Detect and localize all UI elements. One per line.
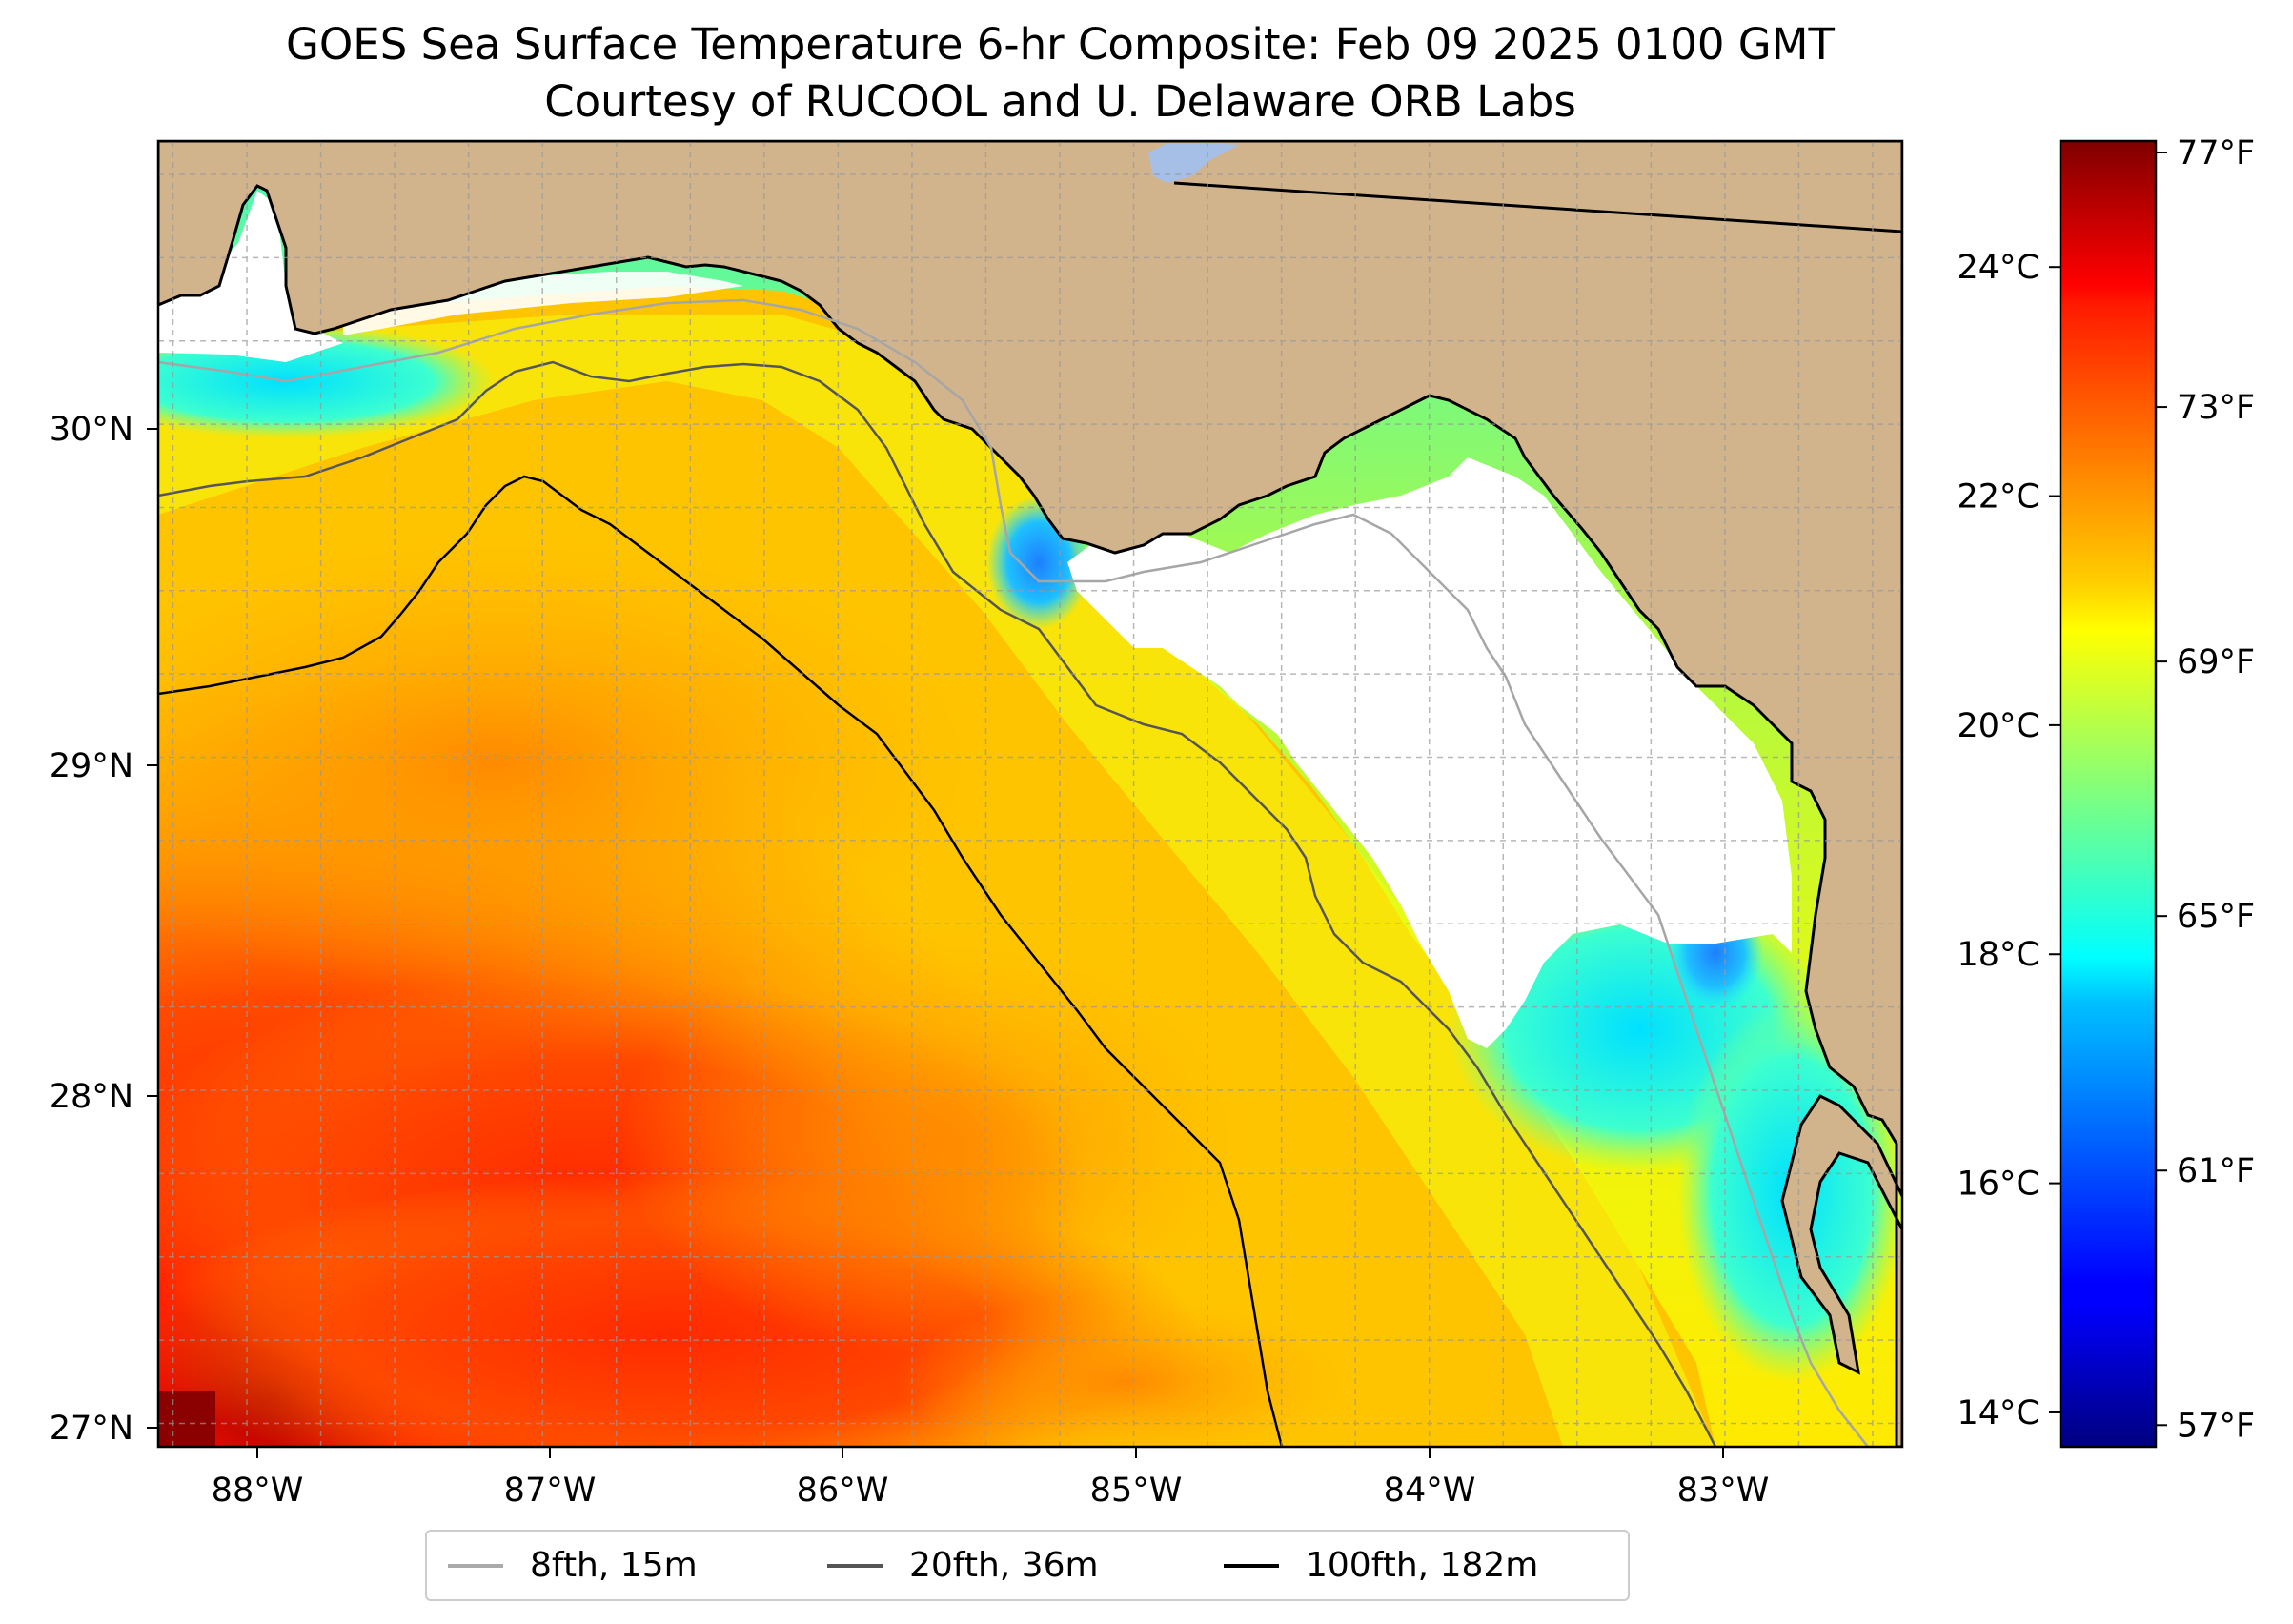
colorbar-fahrenheit-label: 65°F <box>2177 898 2255 936</box>
colorbar-celsius-ticks: 14°C 16°C 18°C 20°C 22°C 24°C <box>1958 249 2060 1432</box>
nodata-pensacola-strip <box>343 272 743 335</box>
sst-orange-band-3 <box>896 1296 1353 1447</box>
colorbar-celsius-label: 22°C <box>1958 478 2039 517</box>
lon-label-86: 86°W <box>797 1472 889 1510</box>
lat-label-30: 30°N <box>50 411 133 449</box>
state-border-al-ga <box>1173 181 1902 233</box>
colorbar-fahrenheit-ticks: 57°F 61°F 65°F 69°F 73°F 77°F <box>2156 134 2255 1445</box>
colorbar-fahrenheit-label: 69°F <box>2177 643 2255 681</box>
isobath-36m <box>158 360 1717 1447</box>
lon-label-88: 88°W <box>212 1472 304 1510</box>
colorbar-celsius-label: 24°C <box>1958 249 2039 287</box>
lat-label-27: 27°N <box>50 1410 133 1448</box>
sst-dark-red-corner <box>158 1391 215 1447</box>
legend-item-15m: 8fth, 15m <box>448 1532 698 1599</box>
lat-label-29: 29°N <box>50 747 133 785</box>
map-plot-area <box>156 139 1904 1449</box>
lat-label-28: 28°N <box>50 1078 133 1116</box>
colorbar-fahrenheit-label: 61°F <box>2177 1152 2255 1190</box>
legend-swatch-15m <box>448 1563 503 1568</box>
colorbar-gradient <box>2059 139 2158 1449</box>
map-gridlines <box>158 141 1902 1447</box>
land-mass <box>158 141 1902 1447</box>
isobath-legend: 8fth, 15m 20fth, 36m 100fth, 182m <box>425 1530 1630 1601</box>
colorbar-fahrenheit-label: 57°F <box>2177 1407 2255 1445</box>
legend-swatch-36m <box>827 1563 883 1568</box>
isobath-15m <box>158 298 1869 1447</box>
legend-label-15m: 8fth, 15m <box>530 1546 698 1585</box>
map-frame <box>156 139 1904 1449</box>
colorbar-celsius-label: 18°C <box>1958 936 2039 974</box>
map-subtitle: Courtesy of RUCOOL and U. Delaware ORB L… <box>544 76 1576 127</box>
legend-swatch-182m <box>1224 1563 1279 1568</box>
lon-label-84: 84°W <box>1384 1472 1476 1510</box>
lon-axis: 88°W 87°W 86°W 85°W 84°W 83°W <box>212 1447 1770 1510</box>
sst-orange-band-2 <box>619 934 1248 1353</box>
map-title: GOES Sea Surface Temperature 6-hr Compos… <box>285 19 1835 70</box>
lon-label-83: 83°W <box>1677 1472 1770 1510</box>
colorbar: 14°C 16°C 18°C 20°C 22°C 24°C 57°F 61°F 65°F 69°… <box>1958 134 2255 1449</box>
legend-label-36m: 20fth, 36m <box>909 1546 1099 1585</box>
sst-orange-band-1 <box>158 534 991 991</box>
lon-label-87: 87°W <box>504 1472 597 1510</box>
isobath-182m <box>158 475 1284 1447</box>
lon-label-85: 85°W <box>1090 1472 1183 1510</box>
legend-item-182m: 100fth, 182m <box>1224 1532 1538 1599</box>
colorbar-fahrenheit-label: 77°F <box>2177 134 2255 173</box>
lat-axis: 30°N 29°N 28°N 27°N <box>50 411 158 1448</box>
legend-item-36m: 20fth, 36m <box>827 1532 1099 1599</box>
colorbar-celsius-label: 14°C <box>1958 1394 2039 1432</box>
colorbar-fahrenheit-label: 73°F <box>2177 389 2255 427</box>
colorbar-celsius-label: 20°C <box>1958 707 2039 745</box>
lake-lake-seminole <box>1148 143 1239 183</box>
legend-label-182m: 100fth, 182m <box>1306 1546 1539 1585</box>
colorbar-celsius-label: 16°C <box>1958 1166 2039 1204</box>
